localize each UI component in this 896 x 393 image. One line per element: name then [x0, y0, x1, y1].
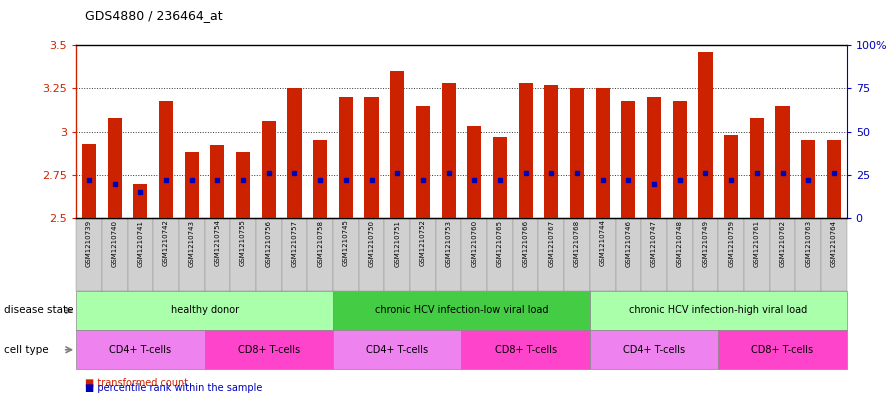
- Bar: [621, 101, 635, 218]
- Bar: [442, 83, 456, 218]
- Bar: [390, 71, 404, 218]
- Bar: [416, 106, 430, 218]
- Bar: [313, 140, 327, 218]
- Bar: [262, 121, 276, 218]
- Text: chronic HCV infection-high viral load: chronic HCV infection-high viral load: [629, 305, 807, 316]
- Bar: [467, 127, 481, 218]
- Bar: [673, 101, 687, 218]
- Text: CD4+ T-cells: CD4+ T-cells: [623, 345, 685, 355]
- Text: CD8+ T-cells: CD8+ T-cells: [495, 345, 556, 355]
- Bar: [647, 97, 661, 218]
- Bar: [339, 97, 353, 218]
- Text: CD8+ T-cells: CD8+ T-cells: [752, 345, 814, 355]
- Text: CD8+ T-cells: CD8+ T-cells: [237, 345, 300, 355]
- Bar: [775, 106, 789, 218]
- Text: healthy donor: healthy donor: [170, 305, 238, 316]
- Bar: [596, 88, 610, 218]
- Bar: [82, 144, 96, 218]
- Bar: [288, 88, 302, 218]
- Bar: [570, 88, 584, 218]
- Bar: [519, 83, 533, 218]
- Bar: [365, 97, 379, 218]
- Text: CD4+ T-cells: CD4+ T-cells: [366, 345, 428, 355]
- Bar: [750, 118, 764, 218]
- Bar: [185, 152, 199, 218]
- Bar: [827, 140, 841, 218]
- Text: GDS4880 / 236464_at: GDS4880 / 236464_at: [85, 9, 223, 22]
- Bar: [159, 101, 173, 218]
- Text: ■ transformed count: ■ transformed count: [85, 378, 188, 388]
- Bar: [108, 118, 122, 218]
- Bar: [544, 85, 558, 218]
- Bar: [698, 52, 712, 218]
- Text: cell type: cell type: [4, 345, 49, 355]
- Bar: [236, 152, 250, 218]
- Text: ■ percentile rank within the sample: ■ percentile rank within the sample: [85, 383, 263, 393]
- Text: chronic HCV infection-low viral load: chronic HCV infection-low viral load: [375, 305, 548, 316]
- Bar: [724, 135, 738, 218]
- Bar: [134, 184, 148, 218]
- Text: CD4+ T-cells: CD4+ T-cells: [109, 345, 171, 355]
- Text: disease state: disease state: [4, 305, 74, 316]
- Bar: [211, 145, 225, 218]
- Bar: [801, 140, 815, 218]
- Bar: [493, 137, 507, 218]
